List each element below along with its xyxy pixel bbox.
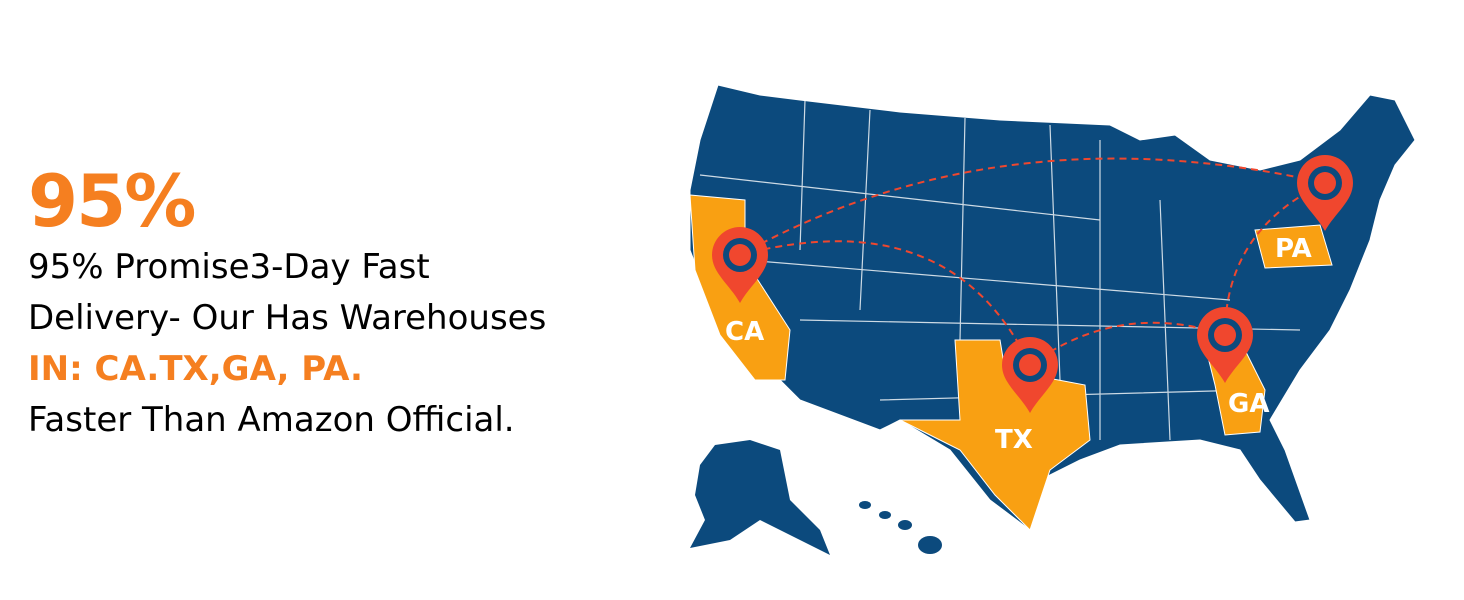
state-pa — [1254, 224, 1333, 269]
promo-text: 95% 95% Promise3-Day Fast Delivery- Our … — [28, 160, 546, 446]
pin-ga-icon — [1197, 307, 1253, 383]
state-borders — [699, 99, 1301, 441]
label-tx: TX — [995, 425, 1033, 455]
hawaii — [859, 501, 942, 554]
line-4: Faster Than Amazon Official. — [28, 400, 515, 440]
line-1: 95% Promise3-Day Fast — [28, 247, 430, 287]
pin-ca-icon — [712, 227, 768, 303]
label-ga: GA — [1228, 389, 1269, 419]
label-ca: CA — [725, 317, 764, 347]
alaska — [690, 440, 830, 555]
headline: 95% — [28, 159, 196, 243]
label-pa: PA — [1275, 234, 1312, 264]
line-2: Delivery- Our Has Warehouses — [28, 298, 547, 338]
line-3: IN: CA.TX,GA, PA. — [28, 349, 363, 389]
pin-tx-icon — [1002, 337, 1058, 413]
pin-pa-icon — [1297, 155, 1353, 231]
pins — [712, 155, 1353, 413]
